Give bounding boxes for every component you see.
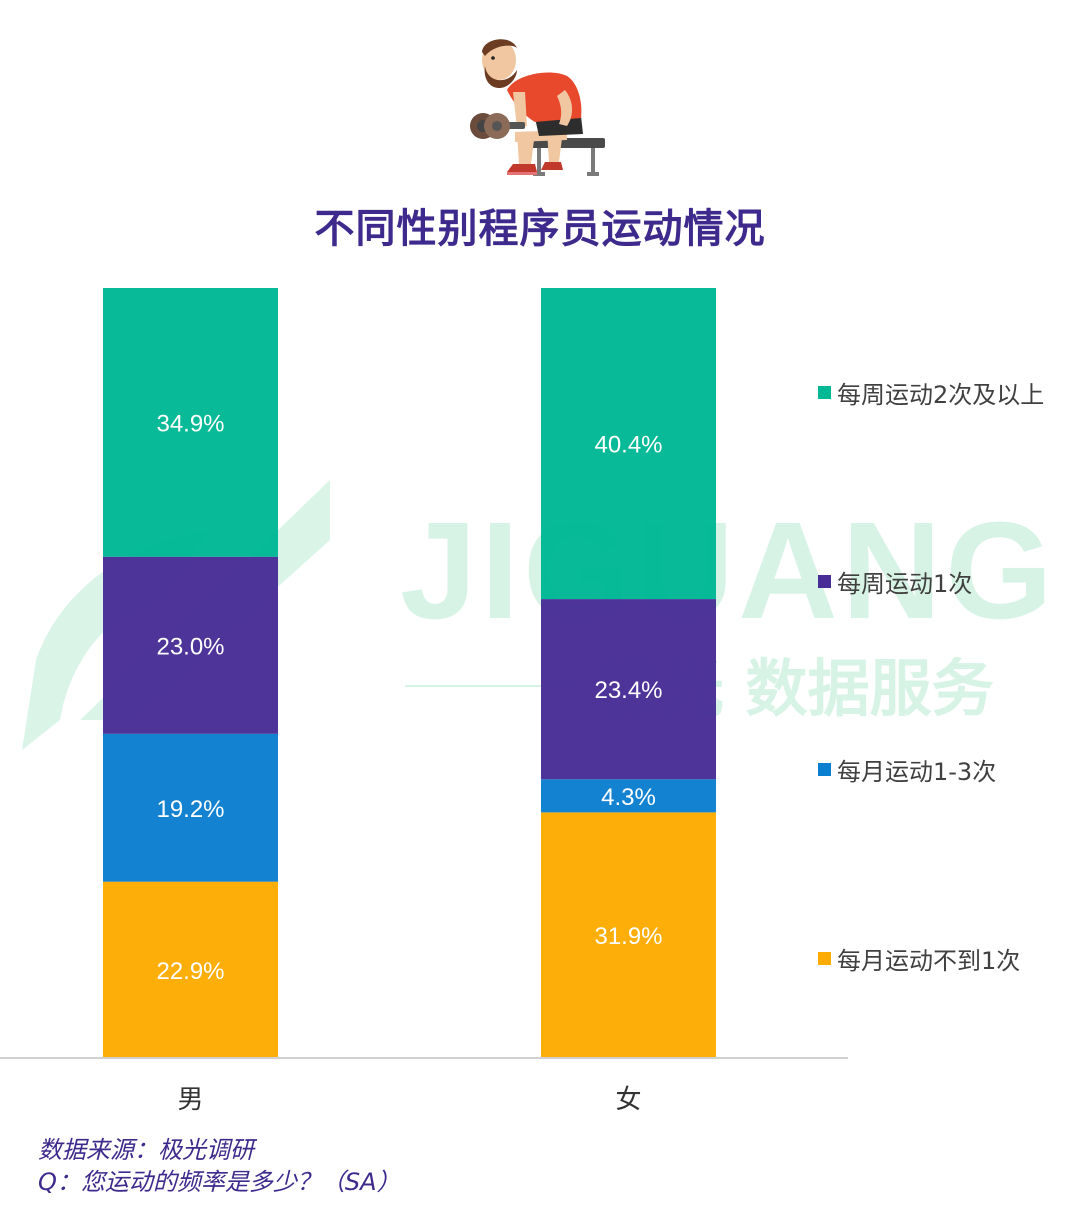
data-label-female-twice-weekly: 40.4% xyxy=(594,432,662,459)
data-label-male-less-monthly: 22.9% xyxy=(156,958,224,985)
legend-item-less-monthly: 每月运动不到1次 xyxy=(818,943,1021,975)
watermark-brand: JIGUANG xyxy=(400,494,1057,648)
bars-group xyxy=(103,288,716,1058)
category-label-female: 女 xyxy=(615,1085,641,1115)
bar-segment-female-once-weekly xyxy=(541,599,716,780)
category-label-male: 男 xyxy=(177,1085,203,1115)
bar-segment-male-once-weekly xyxy=(103,556,278,734)
legend-item-twice-weekly: 每周运动2次及以上 xyxy=(818,377,1045,409)
footer-notes: 数据来源：极光调研 Q：您运动的频率是多少？（SA） xyxy=(38,1134,401,1198)
bar-segment-female-twice-weekly xyxy=(541,288,716,600)
legend-swatch-twice-weekly xyxy=(818,385,831,399)
legend-swatch-monthly-1-3 xyxy=(818,762,831,776)
legend-label-twice-weekly: 每周运动2次及以上 xyxy=(837,380,1045,409)
footer-source: 数据来源：极光调研 xyxy=(38,1136,254,1164)
bar-segment-male-less-monthly xyxy=(103,881,278,1058)
legend-label-once-weekly: 每周运动1次 xyxy=(837,569,973,598)
bar-segment-male-monthly-1-3 xyxy=(103,733,278,882)
bar-segment-female-monthly-1-3 xyxy=(541,779,716,813)
chart-title: 不同性别程序员运动情况 xyxy=(314,206,766,252)
data-label-male-twice-weekly: 34.9% xyxy=(156,410,224,437)
bar-labels-group: 22.9% 19.2% 23.0% 34.9% 31.9% 4.3% 23.4% 40.4% xyxy=(156,410,662,984)
footer-question: Q：您运动的频率是多少？（SA） xyxy=(38,1168,401,1196)
bar-segment-male-twice-weekly xyxy=(103,288,278,557)
category-labels-group: 男女 xyxy=(177,1085,641,1115)
legend-label-less-monthly: 每月运动不到1次 xyxy=(837,946,1021,975)
legend-item-monthly-1-3: 每月运动1-3次 xyxy=(818,754,997,786)
data-label-male-monthly-1-3: 19.2% xyxy=(156,796,224,823)
data-label-male-once-weekly: 23.0% xyxy=(156,633,224,660)
legend-swatch-once-weekly xyxy=(818,574,831,588)
legend-label-monthly-1-3: 每月运动1-3次 xyxy=(837,757,997,786)
legend-item-once-weekly: 每周运动1次 xyxy=(818,566,973,598)
weightlifter-illustration xyxy=(470,39,605,176)
data-label-female-monthly-1-3: 4.3% xyxy=(601,784,656,811)
legend-swatch-less-monthly xyxy=(818,951,831,965)
bar-segment-female-less-monthly xyxy=(541,812,716,1058)
data-label-female-less-monthly: 31.9% xyxy=(594,923,662,950)
data-label-female-once-weekly: 23.4% xyxy=(594,677,662,704)
